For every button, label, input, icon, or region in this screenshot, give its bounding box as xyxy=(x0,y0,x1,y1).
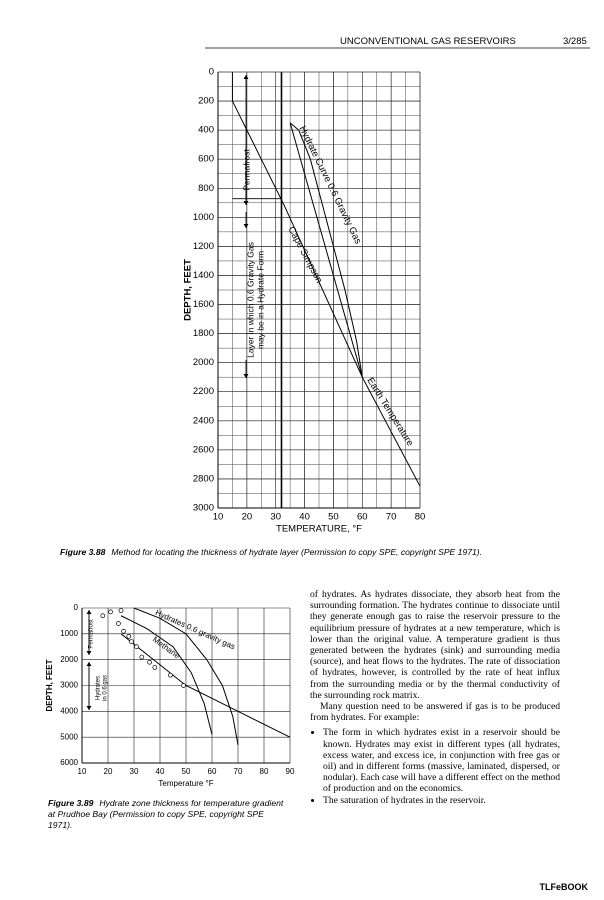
arrowhead xyxy=(243,224,249,228)
paragraph: Many question need to be answered if gas… xyxy=(310,701,560,724)
x-tick-label: 80 xyxy=(260,767,269,776)
caption-text: Hydrate zone thickness for temperature g… xyxy=(48,798,284,830)
y-tick-label: 5000 xyxy=(60,732,78,741)
y-tick-label: 2800 xyxy=(193,473,214,484)
y-tick-label: 0 xyxy=(74,603,79,612)
x-tick-label: 30 xyxy=(270,512,281,523)
x-axis-label: TEMPERATURE, °F xyxy=(276,524,362,535)
data-point xyxy=(126,634,132,639)
body-text: of hydrates. As hydrates dissociate, the… xyxy=(310,589,560,806)
annotation: Permafrost xyxy=(241,149,251,191)
y-tick-label: 3000 xyxy=(193,503,214,514)
y-tick-label: 0 xyxy=(209,67,214,78)
caption-number: Figure 3.89 xyxy=(48,798,94,808)
annotation: Hydrates xyxy=(96,676,102,700)
y-tick-label: 4000 xyxy=(60,706,78,715)
running-title: UNCONVENTIONAL GAS RESERVOIRS xyxy=(340,36,516,47)
x-axis-label: Temperature °F xyxy=(158,779,213,788)
x-tick-label: 10 xyxy=(213,512,224,523)
data-point xyxy=(108,609,113,615)
y-tick-label: 3000 xyxy=(60,681,78,690)
x-tick-label: 90 xyxy=(286,767,295,776)
annotation: in 0.6 gas xyxy=(103,675,109,701)
y-tick-label: 2000 xyxy=(60,655,78,664)
y-tick-label: 400 xyxy=(198,125,214,136)
x-tick-label: 40 xyxy=(299,512,310,523)
y-tick-label: 1400 xyxy=(193,270,214,281)
paragraph: of hydrates. As hydrates dissociate, the… xyxy=(310,589,560,701)
x-tick-label: 50 xyxy=(182,767,191,776)
arrowhead xyxy=(243,201,249,205)
data-point xyxy=(118,608,124,613)
series-label: Earth Temperature xyxy=(365,376,416,448)
bullet: The form in which hydrates exist in a re… xyxy=(323,727,560,794)
x-tick-label: 80 xyxy=(415,512,426,523)
y-tick-label: 1800 xyxy=(193,328,214,339)
data-line xyxy=(120,615,213,735)
y-tick-label: 1000 xyxy=(193,212,214,223)
arrowhead xyxy=(86,662,92,666)
y-tick-label: 2000 xyxy=(193,357,214,368)
bullet: The saturation of hydrates in the reserv… xyxy=(323,795,560,806)
x-tick-label: 20 xyxy=(242,512,253,523)
x-tick-label: 60 xyxy=(357,512,368,523)
y-tick-label: 600 xyxy=(198,154,214,165)
x-tick-label: 70 xyxy=(234,767,243,776)
annotation: may be in a Hydrate Form xyxy=(255,251,265,349)
data-point xyxy=(181,683,186,688)
arrowhead xyxy=(243,374,249,378)
data-line xyxy=(120,633,291,738)
y-axis-label: DEPTH, FEET xyxy=(45,659,54,711)
data-point xyxy=(152,665,158,670)
series-label: Cape Simpson xyxy=(286,225,325,285)
y-axis-label: DEPTH, FEET xyxy=(183,259,194,321)
y-tick-label: 2600 xyxy=(193,444,214,455)
y-tick-label: 1600 xyxy=(193,299,214,310)
x-tick-label: 30 xyxy=(130,767,139,776)
data-point xyxy=(116,621,121,626)
data-point xyxy=(134,644,139,650)
series-label: Methane xyxy=(151,635,182,661)
x-tick-label: 70 xyxy=(386,512,397,523)
data-point xyxy=(129,639,134,644)
data-point xyxy=(168,672,173,678)
caption-text: Method for locating the thickness of hyd… xyxy=(111,547,483,557)
annotation: Permafrost xyxy=(89,619,95,649)
data-point xyxy=(139,654,145,660)
caption: Figure 3.89 Hydrate zone thickness for te… xyxy=(48,798,288,831)
y-tick-label: 2400 xyxy=(193,415,214,426)
page-number: 3/285 xyxy=(563,36,587,47)
footer: TLFeBOOK xyxy=(539,882,589,892)
x-tick-label: 50 xyxy=(328,512,339,523)
data-line xyxy=(133,607,239,746)
data-line xyxy=(231,72,421,487)
x-tick-label: 20 xyxy=(104,767,113,776)
x-tick-label: 60 xyxy=(208,767,217,776)
data-line xyxy=(289,122,363,378)
data-point xyxy=(121,628,126,634)
data-point xyxy=(100,613,106,619)
arrowhead xyxy=(243,75,249,79)
y-tick-label: 2200 xyxy=(193,386,214,397)
y-tick-label: 200 xyxy=(198,96,214,107)
caption: Figure 3.88 Method for locating the thick… xyxy=(60,547,580,558)
arrowhead xyxy=(86,610,92,614)
data-line xyxy=(289,122,363,378)
caption-number: Figure 3.88 xyxy=(60,547,106,557)
y-tick-label: 6000 xyxy=(60,758,78,767)
annotation: Layer in which 0.6 Gravity Gas xyxy=(245,242,255,358)
bullet-list: The form in which hydrates exist in a re… xyxy=(310,727,560,805)
series-label: Hydrate Curve 0.6 Gravity Gas xyxy=(297,124,364,246)
x-tick-label: 40 xyxy=(156,767,165,776)
x-tick-label: 10 xyxy=(78,767,87,776)
data-point xyxy=(147,659,152,665)
y-tick-label: 1000 xyxy=(60,629,78,638)
y-tick-label: 800 xyxy=(198,183,214,194)
y-tick-label: 1200 xyxy=(193,241,214,252)
